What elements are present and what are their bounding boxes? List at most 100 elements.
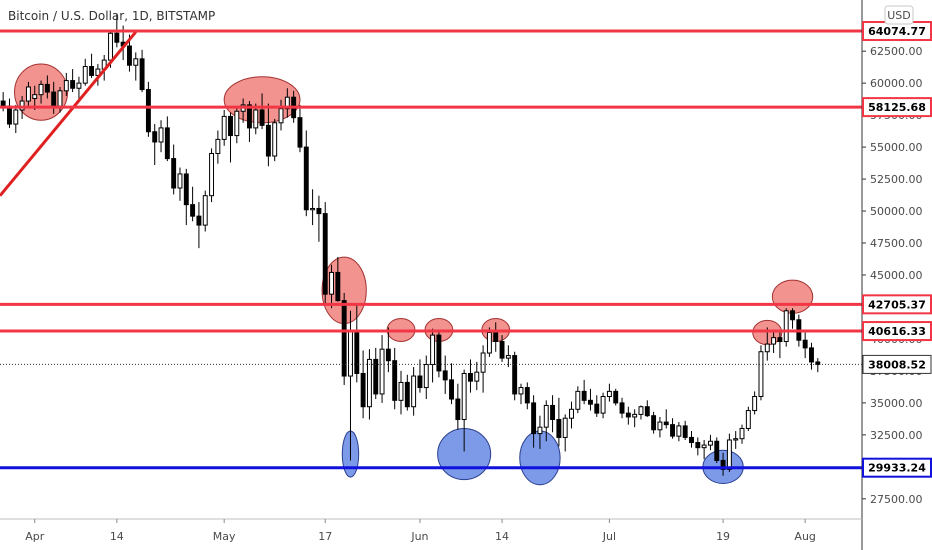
candle-down bbox=[171, 158, 177, 189]
candle-up bbox=[32, 94, 38, 99]
candle-down bbox=[316, 207, 322, 215]
chart-title: Bitcoin / U.S. Dollar, 1D, BITSTAMP bbox=[8, 9, 215, 23]
candle-up bbox=[562, 417, 568, 438]
candle-up bbox=[606, 390, 612, 397]
candle-down bbox=[644, 406, 650, 417]
candle-up bbox=[272, 122, 278, 157]
candle-up bbox=[575, 390, 581, 410]
candle-up bbox=[701, 444, 707, 449]
candle-up bbox=[398, 381, 404, 401]
y-tick-label: 55000.00 bbox=[870, 141, 923, 154]
candle-up bbox=[209, 152, 215, 197]
level-label-box bbox=[862, 97, 932, 118]
candle-down bbox=[70, 80, 76, 89]
candle-down bbox=[44, 83, 50, 93]
candle-down bbox=[341, 300, 347, 377]
candle-down bbox=[581, 390, 587, 401]
x-tick-label: Aug bbox=[794, 530, 815, 543]
candle-down bbox=[228, 115, 233, 137]
candle-down bbox=[139, 58, 145, 91]
candle-down bbox=[297, 117, 303, 148]
level-label-box bbox=[862, 321, 932, 342]
candle-down bbox=[613, 390, 619, 404]
candle-down bbox=[354, 330, 360, 374]
candle-down bbox=[246, 104, 252, 129]
candle-down bbox=[7, 105, 12, 125]
candle-down bbox=[670, 424, 676, 437]
levels-layer bbox=[0, 29, 862, 470]
candle-down bbox=[499, 340, 505, 359]
level-label: 58125.68 bbox=[868, 101, 926, 114]
candle-up bbox=[726, 439, 732, 470]
candle-up bbox=[329, 271, 334, 295]
candle-down bbox=[417, 375, 423, 389]
candle-down bbox=[385, 348, 391, 362]
candle-down bbox=[127, 45, 132, 66]
candle-up bbox=[771, 337, 777, 345]
candle-down bbox=[265, 124, 271, 157]
candle-up bbox=[284, 96, 290, 110]
candle-down bbox=[714, 440, 720, 461]
currency-button[interactable]: USD bbox=[884, 5, 914, 25]
x-tick-label: 14 bbox=[110, 530, 124, 543]
candle-down bbox=[455, 398, 461, 421]
candle-down bbox=[777, 337, 783, 342]
candle-up bbox=[569, 408, 574, 419]
candle-down bbox=[183, 173, 189, 206]
candle-down bbox=[802, 339, 808, 349]
candle-up bbox=[133, 58, 139, 66]
candle-down bbox=[587, 399, 593, 405]
candle-up bbox=[758, 351, 764, 397]
candle-up bbox=[202, 195, 208, 226]
x-tick-label: 19 bbox=[716, 530, 730, 543]
level-label: 64074.77 bbox=[868, 25, 926, 38]
candle-down bbox=[152, 131, 158, 143]
candle-up bbox=[63, 80, 69, 92]
candle-up bbox=[215, 138, 221, 154]
candle-up bbox=[108, 32, 113, 61]
candle-up bbox=[764, 343, 770, 353]
candle-down bbox=[594, 403, 600, 414]
candle-down bbox=[360, 372, 366, 408]
candle-up bbox=[752, 395, 758, 412]
y-tick-label: 27500.00 bbox=[870, 493, 923, 506]
candle-down bbox=[145, 89, 151, 133]
candle-down bbox=[790, 310, 795, 321]
candle-up bbox=[38, 83, 44, 96]
y-tick-label: 47500.00 bbox=[870, 237, 923, 250]
candle-up bbox=[518, 387, 524, 395]
candle-down bbox=[524, 387, 530, 404]
currency-button-label: USD bbox=[887, 9, 911, 22]
candle-up bbox=[379, 348, 385, 395]
candle-down bbox=[663, 421, 669, 426]
candle-down bbox=[720, 459, 726, 470]
candle-up bbox=[278, 108, 284, 124]
candle-up bbox=[543, 404, 549, 428]
candle-down bbox=[512, 355, 518, 395]
candle-down bbox=[468, 372, 473, 382]
y-tick-label: 45000.00 bbox=[870, 269, 923, 282]
candle-down bbox=[404, 381, 410, 408]
candle-up bbox=[783, 310, 789, 342]
candle-up bbox=[474, 371, 480, 382]
candle-up bbox=[733, 438, 739, 441]
last-price-label: 38008.52 bbox=[868, 358, 926, 371]
candle-up bbox=[253, 109, 259, 129]
candle-down bbox=[196, 215, 202, 226]
candle-down bbox=[190, 204, 196, 217]
candle-down bbox=[259, 109, 265, 126]
x-tick-label: Jun bbox=[410, 530, 428, 543]
candle-down bbox=[651, 415, 657, 431]
candle-up bbox=[348, 330, 353, 377]
candle-up bbox=[657, 421, 663, 431]
candle-up bbox=[638, 406, 644, 415]
candle-up bbox=[707, 440, 713, 446]
level-label-box bbox=[862, 294, 932, 315]
candle-down bbox=[392, 360, 398, 401]
candle-up bbox=[310, 207, 316, 211]
candle-down bbox=[335, 271, 341, 302]
candle-down bbox=[695, 442, 701, 449]
candle-up bbox=[19, 100, 25, 111]
